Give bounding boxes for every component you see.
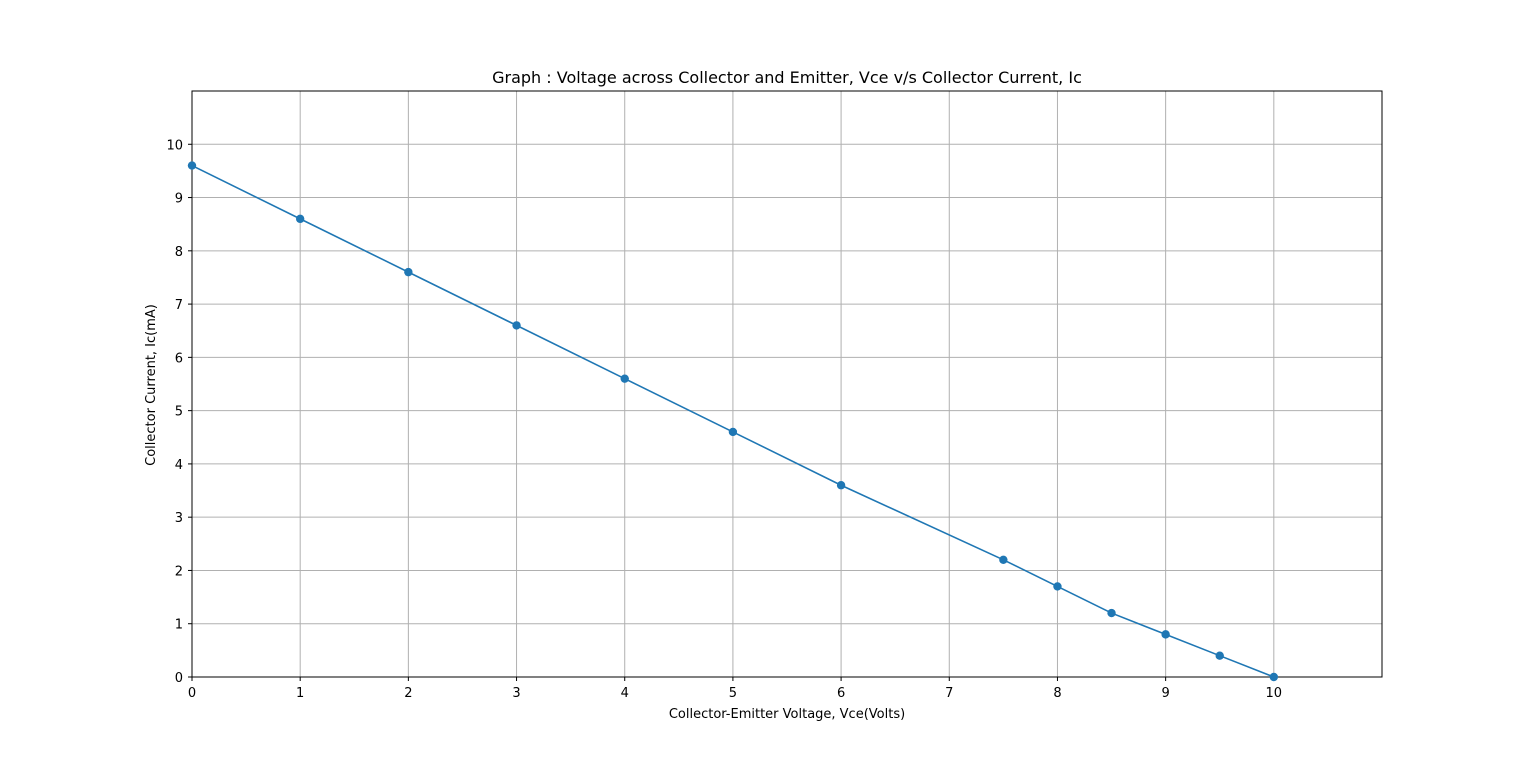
y-tick-label: 7 bbox=[175, 298, 183, 313]
y-tick-label: 10 bbox=[166, 138, 183, 153]
y-tick-label: 4 bbox=[175, 458, 183, 473]
data-point bbox=[1215, 651, 1224, 660]
x-tick-label: 7 bbox=[945, 686, 953, 701]
y-axis-title: Collector Current, Ic(mA) bbox=[144, 304, 159, 466]
data-point bbox=[512, 321, 521, 330]
data-point bbox=[620, 374, 629, 383]
y-tick-label: 8 bbox=[175, 245, 183, 260]
tick-layer: 0 1 2 3 4 5 6 7 8 9 10 0 1 2 3 4 5 6 7 8 9 10 bbox=[166, 138, 1282, 701]
x-axis-title: Collector-Emitter Voltage, Vce(Volts) bbox=[669, 707, 905, 722]
data-point bbox=[999, 555, 1008, 564]
x-tick-label: 0 bbox=[188, 686, 196, 701]
x-tick-label: 4 bbox=[621, 686, 629, 701]
data-point bbox=[836, 481, 846, 490]
y-tick-label: 6 bbox=[175, 351, 183, 366]
x-tick-label: 5 bbox=[729, 686, 737, 701]
data-point bbox=[1107, 608, 1116, 618]
x-tick-label: 8 bbox=[1053, 686, 1061, 701]
data-point bbox=[187, 161, 197, 170]
x-tick-label: 6 bbox=[837, 686, 845, 701]
y-tick-label: 1 bbox=[175, 618, 183, 633]
data-point bbox=[1161, 630, 1170, 639]
x-tick-label: 1 bbox=[296, 686, 304, 701]
y-tick-label: 5 bbox=[175, 405, 183, 420]
chart-title: Graph : Voltage across Collector and Emi… bbox=[492, 68, 1082, 87]
y-tick-label: 2 bbox=[175, 564, 183, 579]
plot-area-frame bbox=[191, 90, 1383, 678]
y-tick-label: 3 bbox=[175, 511, 183, 526]
y-tick-label: 0 bbox=[175, 671, 183, 686]
data-point bbox=[1053, 582, 1062, 591]
data-point bbox=[404, 267, 413, 277]
x-tick-label: 3 bbox=[512, 686, 520, 701]
data-point bbox=[295, 214, 305, 224]
data-point bbox=[1269, 672, 1279, 682]
x-tick-label: 2 bbox=[404, 686, 412, 701]
y-tick-label: 9 bbox=[175, 192, 183, 207]
series-layer bbox=[187, 161, 1279, 682]
x-tick-label: 10 bbox=[1266, 686, 1283, 701]
x-tick-label: 9 bbox=[1161, 686, 1169, 701]
data-point bbox=[728, 427, 738, 437]
